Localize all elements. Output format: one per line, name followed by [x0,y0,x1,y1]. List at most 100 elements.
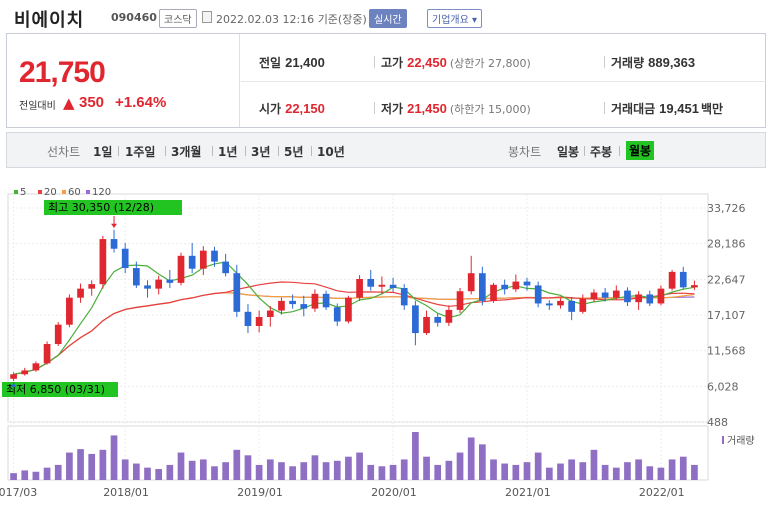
volume-bar [110,435,118,480]
price-summary: 21,750 전일대비 ▲ 350 +1.64% 전일 21,400 고가 22,4… [6,33,766,128]
document-icon [202,11,212,23]
min-annotation-box [2,382,118,397]
volume-bar [679,456,687,480]
volume-bar [66,452,73,480]
stock-name: 비에이치 [14,10,85,31]
volume-bar [657,467,665,480]
candle-body [278,300,285,311]
line-chart-label: 선차트 [47,145,81,159]
y-tick-label: 33,726 [707,202,746,215]
datetime-value: 2022.02.03 12:16 [216,13,315,26]
candle-body [311,293,319,309]
stock-header: 비에이치 090460 코스닥 2022.02.03 12:16 기준(장중) … [0,0,773,31]
tab-10y[interactable]: 10년 [317,145,345,159]
candle-body [679,271,687,288]
tab-weekly[interactable]: 주봉 [590,145,613,159]
min-arrow-icon [10,383,17,388]
low-label: 저가 [381,102,404,116]
candle-body [266,310,274,317]
candle-body [534,285,542,304]
volume-bar [490,459,497,480]
candle-body [66,297,73,325]
volume-bar [21,470,29,480]
tab-separator [165,146,166,156]
chart-tabs: 선차트 1일 1주일 3개월 1년 3년 5년 10년 봉차트 일봉 주봉 월봉 [6,132,766,168]
tab-3m[interactable]: 3개월 [171,145,202,159]
volume-bar [590,449,598,480]
tab-monthly[interactable]: 월봉 [626,141,655,160]
candle-body [54,324,62,345]
volume-bar [512,464,520,480]
candle-body [557,300,564,306]
change-label: 전일대비 [19,101,56,112]
company-info-button[interactable]: 기업개요 ▾ [427,9,483,28]
volume: 거래량 889,363 [611,54,695,71]
high-price: 고가 22,450 (상한가 27,800) [381,54,531,71]
candle-body [423,316,430,334]
candle-body [479,273,486,301]
divider [374,102,375,114]
volume-bar [612,467,620,480]
legend-label: 5 [20,187,26,198]
candle-body [490,284,497,301]
tab-1y[interactable]: 1년 [218,145,238,159]
volume-bar [568,459,575,480]
trade-amount: 거래대금 19,451 백만 [611,100,723,117]
candle-body [233,273,241,312]
tab-1d[interactable]: 1일 [93,145,113,159]
amount-label: 거래대금 [611,102,656,116]
candle-body [467,273,475,292]
candle-body [199,250,207,269]
tab-separator [311,146,312,156]
lower-limit: (하한가 15,000) [449,103,531,116]
realtime-button[interactable]: 실시간 [369,9,407,28]
candle-body [255,316,263,326]
volume-bar [188,460,196,480]
volume-bar [199,459,207,480]
candle-body [211,250,218,262]
volume-bar [467,437,475,480]
tab-daily[interactable]: 일봉 [557,145,580,159]
candle-body [322,293,330,308]
max-annotation-label: 최고 30,350 (12/28) [48,201,154,214]
volume-bar [211,466,218,480]
candle-body [289,300,296,305]
tab-1w[interactable]: 1주일 [125,145,156,159]
volume-bar [434,464,442,480]
volume-bar [557,463,564,480]
volume-bar [266,459,274,480]
tab-5y[interactable]: 5년 [284,145,304,159]
tab-separator [619,146,620,156]
volume-legend-label: 거래량 [727,435,755,447]
volume-bar [400,459,408,480]
prev-close-value: 21,400 [285,55,325,70]
low-value: 21,450 [407,101,447,116]
volume-bar [88,453,96,480]
high-label: 고가 [381,56,404,70]
legend-swatch [14,190,18,194]
y-tick-label: 488 [707,416,728,429]
volume-bar [133,463,140,480]
x-tick-label: 2017/03 [0,486,37,499]
volume-bar [54,464,62,480]
y-tick-label: 28,186 [707,238,746,251]
candle-body [10,374,17,379]
candle-body [188,255,196,269]
volume-bar [389,464,397,480]
volume-bar [501,463,509,480]
max-annotation-box [44,200,182,215]
candle-body [445,309,453,323]
tab-3y[interactable]: 3년 [251,145,271,159]
open-price: 시가 22,150 [259,100,325,117]
candle-body [144,285,151,289]
volume-bar [378,466,386,480]
volume-bar [99,449,107,480]
volume-bar [144,467,151,480]
volume-bar [233,449,241,480]
volume-bar [155,469,163,480]
chevron-down-icon: ▾ [472,15,478,26]
candle-body [545,303,553,306]
volume-bar [356,452,363,480]
candle-body [624,290,631,303]
volume-bar [579,462,587,480]
